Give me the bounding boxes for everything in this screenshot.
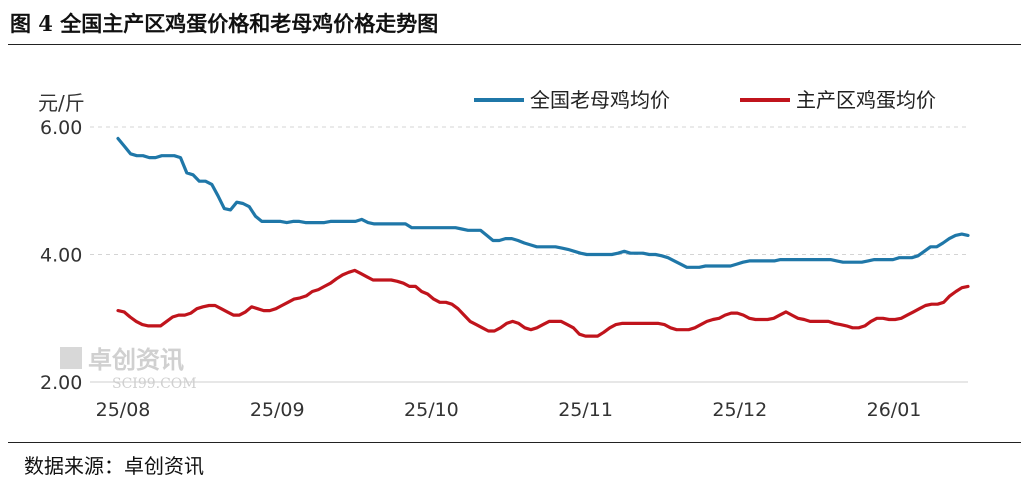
grid [90, 126, 968, 255]
y-tick-label: 6.00 [40, 117, 82, 139]
x-tick-label: 25/11 [558, 399, 613, 421]
line-chart: 卓创资讯 SCI99.COM 2.004.006.00 25/08 25/09 25… [38, 88, 970, 421]
title-divider [8, 44, 1021, 45]
legend-label-2: 主产区鸡蛋均价 [796, 88, 936, 112]
watermark: 卓创资讯 SCI99.COM [60, 346, 197, 392]
series-line-2 [116, 268, 970, 338]
source-divider [8, 442, 1021, 443]
series-group [116, 136, 970, 338]
y-tick-label: 2.00 [40, 372, 82, 394]
y-tick-label: 4.00 [40, 245, 82, 267]
source-note: 数据来源：卓创资讯 [24, 454, 204, 478]
y-axis-label: 元/斤 [38, 91, 85, 115]
watermark-logo-icon [60, 347, 82, 369]
y-axis-ticks: 2.00 4.00 6.00 [40, 117, 82, 394]
x-tick-label: 25/09 [250, 399, 305, 421]
series-line-1 [116, 136, 970, 269]
x-tick-label: 25/08 [96, 399, 151, 421]
x-tick-label: 25/10 [404, 399, 459, 421]
x-tick-label: 26/01 [867, 399, 922, 421]
legend: 全国老母鸡均价 主产区鸡蛋均价 [474, 88, 936, 112]
chart-title: 图 4 全国主产区鸡蛋价格和老母鸡价格走势图 [10, 11, 439, 36]
watermark-subtext: SCI99.COM [112, 376, 197, 392]
watermark-text: 卓创资讯 [88, 346, 184, 374]
x-axis-ticks: 25/08 25/09 25/10 25/11 25/12 26/01 [96, 399, 922, 421]
legend-label-1: 全国老母鸡均价 [530, 88, 670, 112]
x-tick-label: 25/12 [712, 399, 767, 421]
